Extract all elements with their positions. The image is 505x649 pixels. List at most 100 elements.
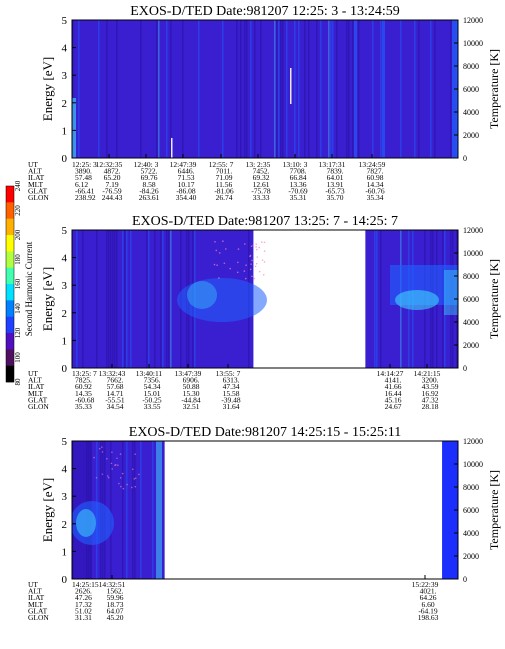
table-row-label: ALT	[28, 587, 42, 596]
heatmap	[72, 230, 458, 368]
colorbar-segment	[6, 186, 14, 203]
y2-tick-label: 12000	[463, 437, 483, 446]
y2-tick-label: 0	[463, 575, 467, 584]
y2-tick-label: 8000	[463, 483, 479, 492]
table-cell: 50.88	[183, 382, 200, 391]
spectral-streak	[316, 20, 318, 158]
table-cell: 14:21:15	[414, 369, 441, 378]
table-cell: 65.20	[104, 173, 121, 182]
table-cell: 7839.	[327, 167, 344, 176]
table-cell: 13:25: 7	[72, 369, 97, 378]
spectral-streak	[254, 20, 256, 158]
spectral-streak	[98, 20, 100, 158]
enhancement-region	[395, 290, 439, 310]
spectral-streak	[148, 230, 150, 368]
y2-tick-label: 8000	[463, 272, 479, 281]
table-cell: 71.53	[178, 173, 195, 182]
y-tick-label: 4	[62, 43, 68, 55]
spectral-streak	[96, 230, 98, 368]
noise-dot	[95, 476, 98, 479]
white-spike	[290, 68, 292, 104]
y-axis-right: 0 2000 4000 6000 8000 10000 12000 Temperature […	[454, 437, 501, 584]
spectral-streak	[106, 230, 108, 368]
table-cell: 13:55: 7	[216, 369, 241, 378]
spectral-streak	[124, 230, 126, 368]
table-cell: -86.08	[176, 186, 196, 195]
noise-dot	[106, 457, 108, 460]
table-cell: 3890.	[75, 167, 92, 176]
y2-tick-label: 6000	[463, 85, 479, 94]
spectral-streak	[348, 20, 350, 158]
noise-dot	[263, 241, 266, 244]
table-cell: -55.51	[105, 395, 125, 404]
table-cell: 18.73	[107, 600, 124, 609]
heatmap	[72, 20, 458, 158]
chart-panel-2: EXOS-D/TED Date:981207 13:25: 7 - 14:25:…	[28, 214, 501, 411]
noise-dot	[134, 453, 136, 455]
table-cell: -60.76	[365, 186, 385, 195]
colorbar-tick-label: 200	[14, 229, 22, 240]
table-row-label: ILAT	[28, 382, 45, 391]
y2-tick-label: 10000	[463, 39, 483, 48]
table-cell: -64.19	[418, 606, 438, 615]
noise-dot	[263, 261, 266, 263]
spectral-streak	[380, 230, 382, 368]
table-cell: -60.68	[75, 395, 95, 404]
table-cell: 14:25:15	[72, 580, 99, 589]
y-axis-label: Energy [eV]	[40, 57, 55, 121]
y2-tick-label: 12000	[463, 226, 483, 235]
table-cell: -66.41	[75, 186, 95, 195]
blue-streak	[354, 20, 357, 158]
table-cell: -84.26	[139, 186, 159, 195]
spectral-streak	[140, 441, 142, 579]
table-cell: -65.73	[325, 186, 345, 195]
noise-dot	[119, 453, 122, 455]
noise-dot	[254, 265, 257, 268]
table-cell: 33.33	[253, 193, 270, 202]
colorbar-tick-label: 80	[14, 378, 22, 386]
table-cell: 6.12	[75, 180, 88, 189]
colorbar-frame	[5, 185, 15, 383]
table-cell: 34.54	[107, 402, 124, 411]
spectral-streak	[352, 20, 354, 158]
noise-dot	[263, 250, 266, 252]
spectral-streak	[198, 20, 200, 158]
spectral-streak	[274, 20, 276, 158]
noise-dot	[258, 246, 260, 249]
spectral-streak	[168, 230, 170, 368]
table-cell: 4021.	[420, 587, 437, 596]
enhancement-region	[444, 270, 458, 315]
cyan-band	[72, 98, 76, 158]
spectral-streak	[82, 230, 84, 368]
spectral-streak	[160, 230, 162, 368]
spectral-streak	[76, 230, 78, 368]
table-cell: 12:32:35	[96, 160, 123, 169]
spectral-streak	[116, 230, 118, 368]
chart-panel-3: EXOS-D/TED Date:981207 14:25:15 - 15:25:…	[28, 425, 501, 622]
spectral-streak	[282, 20, 284, 158]
spectral-streak	[372, 20, 374, 158]
noise-dot	[134, 477, 137, 480]
noise-dot	[93, 456, 95, 459]
table-cell: 66.84	[290, 173, 307, 182]
colorbar-segment	[6, 300, 14, 317]
colorbar-tick-label: 120	[14, 327, 22, 338]
spectral-streak	[146, 230, 148, 368]
table-cell: 7825.	[75, 376, 92, 385]
table-row-label: ILAT	[28, 593, 45, 602]
table-cell: 11.56	[216, 180, 233, 189]
colorbar-tick-label: 220	[14, 205, 22, 216]
table-cell: 17.32	[75, 600, 92, 609]
table-cell: 16.92	[422, 389, 439, 398]
table-cell: 41.66	[385, 382, 402, 391]
y2-axis-label: Temperature [K]	[487, 470, 501, 550]
y-tick-label: 2	[62, 519, 68, 531]
spectral-streak	[278, 20, 280, 158]
table-cell: 7662.	[107, 376, 124, 385]
table-cell: 13:40:11	[136, 369, 163, 378]
table-row-label: ALT	[28, 376, 42, 385]
table-cell: -44.84	[181, 395, 201, 404]
colorbar-tick-label: 100	[14, 352, 22, 363]
spectral-streak	[182, 20, 184, 158]
y2-tick-label: 0	[463, 154, 467, 163]
